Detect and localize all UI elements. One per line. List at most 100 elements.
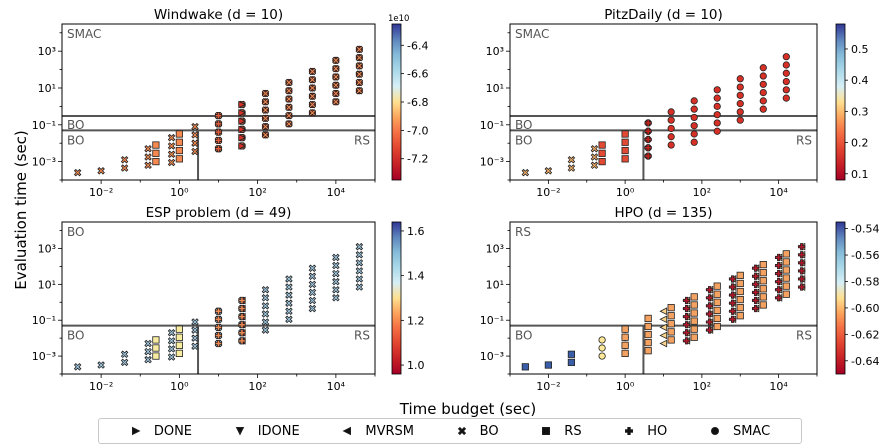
- region-label-mid-left: BO: [67, 118, 84, 132]
- marker-bo: [191, 334, 199, 342]
- marker-smac: [598, 336, 606, 344]
- marker-bo: [355, 53, 364, 62]
- x-tick-label: 10⁻²: [536, 186, 560, 199]
- marker-rs: [152, 344, 160, 352]
- marker-bo: [191, 326, 199, 334]
- x-filled-icon: [457, 426, 466, 436]
- marker-rs: [175, 341, 183, 349]
- series-rs: [621, 250, 790, 357]
- marker-bo: [332, 261, 340, 270]
- marker-ho: [705, 310, 714, 318]
- marker-ho: [644, 135, 652, 144]
- marker-bo: [285, 95, 293, 103]
- colorbar-tick-label: -6.6: [407, 68, 428, 81]
- triangle-left-icon: [342, 426, 352, 436]
- marker-rs: [152, 149, 160, 157]
- marker-smac: [713, 94, 721, 102]
- marker-bo: [521, 363, 529, 371]
- square-icon: [542, 427, 551, 435]
- series-ho: [214, 296, 246, 348]
- marker-smac: [782, 94, 790, 102]
- marker-bo: [285, 315, 293, 324]
- marker-rs: [621, 155, 629, 163]
- marker-rs: [644, 314, 652, 323]
- marker-bo: [144, 339, 152, 348]
- marker-smac: [598, 344, 606, 352]
- marker-bo: [567, 350, 576, 358]
- marker-smac: [736, 83, 744, 91]
- region-label-low-right: RS: [796, 329, 812, 343]
- marker-mvrsm: [659, 315, 668, 324]
- legend-label: IDONE: [257, 423, 300, 439]
- marker-bo: [355, 283, 364, 291]
- marker-smac: [782, 53, 790, 61]
- legend-marker: [235, 427, 244, 436]
- marker-smac: [736, 91, 744, 99]
- region-label-low-right: RS: [354, 329, 370, 343]
- legend-item-ho: HO: [623, 424, 667, 439]
- series-smac: [238, 45, 363, 150]
- marker-ho: [238, 304, 246, 313]
- marker-ho: [728, 275, 737, 283]
- marker-rs: [759, 285, 767, 293]
- marker-bo: [167, 150, 176, 159]
- marker-smac: [782, 61, 790, 69]
- legend-marker: [342, 426, 352, 436]
- triangle-down-icon: [235, 427, 244, 436]
- marker-ho: [798, 251, 806, 259]
- region-label-top-left: BO: [67, 225, 84, 239]
- y-tick-label: 10⁻³: [480, 350, 504, 363]
- marker-bo: [332, 277, 340, 286]
- marker-ho: [775, 269, 783, 278]
- x-tick-label: 10⁻²: [89, 186, 113, 199]
- marker-ho: [775, 278, 783, 286]
- marker-smac: [667, 141, 675, 149]
- marker-rs: [621, 325, 629, 333]
- panel-1: Windwake (d = 10) 10⁻² 10⁰ 10² 10⁴ 10⁻³ 10⁻¹ 10…: [32, 7, 429, 199]
- marker-rs: [782, 290, 790, 298]
- marker-bo: [590, 161, 599, 170]
- plot-frame: [61, 23, 376, 181]
- marker-bo: [97, 167, 105, 175]
- circle-icon: [710, 427, 719, 435]
- legend-label: DONE: [153, 423, 193, 439]
- plot-frame: [509, 221, 818, 375]
- marker-rs: [713, 298, 721, 306]
- marker-smac: [736, 75, 744, 83]
- marker-ho: [682, 296, 691, 305]
- x-tick-label: 10²: [693, 380, 711, 393]
- marker-bo: [97, 361, 105, 369]
- marker-rs: [644, 347, 652, 355]
- marker-bo: [332, 294, 340, 302]
- marker-ho: [752, 288, 760, 297]
- marker-rs: [152, 157, 160, 166]
- marker-smac: [759, 64, 767, 72]
- marker-bo: [167, 345, 176, 353]
- marker-rs: [175, 349, 183, 357]
- colorbar-tick-label: -0.58: [851, 275, 879, 288]
- marker-bo: [261, 294, 270, 302]
- y-tick-label: 10³: [38, 242, 56, 255]
- marker-rs: [667, 320, 675, 328]
- marker-rs: [152, 141, 160, 149]
- marker-bo: [144, 161, 152, 170]
- marker-bo: [261, 302, 270, 310]
- x-tick-label: 10²: [693, 186, 711, 199]
- colorbar-tick-label: -0.62: [851, 328, 879, 341]
- marker-smac: [782, 86, 790, 94]
- marker-smac: [667, 133, 675, 141]
- marker-ho: [705, 302, 714, 310]
- series-ho: [644, 119, 652, 160]
- x-tick-label: 10⁰: [616, 380, 635, 393]
- marker-bo: [120, 350, 129, 359]
- marker-bo: [144, 153, 152, 161]
- marker-bo: [355, 259, 364, 267]
- legend-label: SMAC: [732, 423, 771, 439]
- marker-rs: [713, 322, 721, 331]
- marker-smac: [759, 80, 767, 88]
- series-rs: [598, 130, 629, 166]
- marker-rs: [598, 157, 606, 166]
- marker-ho: [728, 291, 737, 299]
- legend-label: MVRSM: [365, 423, 414, 439]
- marker-bo: [285, 103, 293, 112]
